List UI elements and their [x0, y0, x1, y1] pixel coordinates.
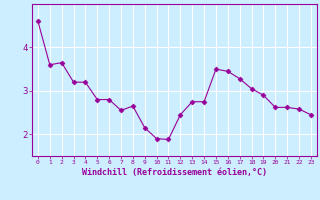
- X-axis label: Windchill (Refroidissement éolien,°C): Windchill (Refroidissement éolien,°C): [82, 168, 267, 177]
